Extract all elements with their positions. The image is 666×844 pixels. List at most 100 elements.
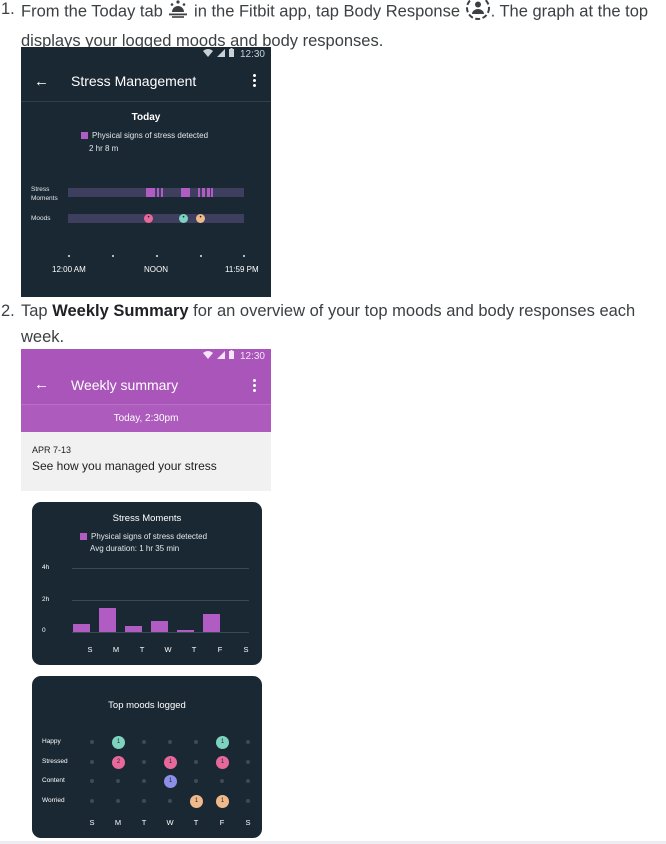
empty-dot xyxy=(142,740,146,744)
mood-count-bubble: 1 xyxy=(164,775,177,788)
empty-dot xyxy=(246,760,250,764)
step-text-part: in the Fitbit app, tap Body Response xyxy=(189,2,465,21)
legend-label: Physical signs of stress detected xyxy=(91,532,208,541)
status-time: 12:30 xyxy=(239,350,265,362)
mood-label-stressed: Stressed xyxy=(42,758,68,765)
empty-dot xyxy=(90,779,94,783)
empty-dot xyxy=(90,799,94,803)
y-tick-label: 2h xyxy=(42,596,50,603)
app-bar: ← Stress Management xyxy=(21,61,271,102)
back-arrow-icon[interactable]: ← xyxy=(34,73,49,90)
row-label-line: Moments xyxy=(31,195,58,202)
empty-dot xyxy=(142,779,146,783)
mood-count-bubble: 1 xyxy=(216,795,229,808)
more-options-icon[interactable] xyxy=(253,74,257,89)
mood-count-bubble: 2 xyxy=(112,756,125,769)
day-label: M xyxy=(114,818,122,827)
status-bar: 12:30 xyxy=(202,350,265,362)
legend-label: Physical signs of stress detected xyxy=(92,131,209,140)
stress-segment xyxy=(202,188,205,197)
stress-segment xyxy=(161,188,163,197)
mood-label-happy: Happy xyxy=(42,738,61,745)
x-tick-label: S xyxy=(243,645,249,654)
app-bar: 12:30 ← Weekly summary xyxy=(21,349,271,404)
x-tick-label: M xyxy=(112,645,120,654)
empty-dot xyxy=(142,760,146,764)
day-label: S xyxy=(89,818,95,827)
step-number: 2. xyxy=(1,302,15,320)
divider xyxy=(0,841,666,844)
signal-icon xyxy=(216,350,225,362)
day-label: S xyxy=(245,818,251,827)
row-label-line: Stress xyxy=(31,186,50,193)
more-options-icon[interactable] xyxy=(253,379,257,394)
step-text-part: . The graph at the top displays your log… xyxy=(21,2,649,50)
status-time: 12:30 xyxy=(239,48,265,60)
mood-label-worried: Worried xyxy=(42,797,65,804)
stress-duration: 2 hr 8 m xyxy=(89,144,119,153)
bar xyxy=(151,620,168,632)
avg-duration: Avg duration: 1 hr 35 min xyxy=(90,544,180,553)
page-title: Weekly summary xyxy=(71,377,179,393)
bar xyxy=(99,608,116,632)
y-tick-label: 0 xyxy=(42,627,46,634)
stress-management-screen: 12:30 ← Stress Management Today Physical… xyxy=(21,47,271,297)
legend-swatch xyxy=(80,533,87,541)
bar xyxy=(177,630,194,632)
empty-dot xyxy=(90,740,94,744)
step-text-part: From the Today tab xyxy=(21,2,168,21)
happy-mood-icon[interactable]: • xyxy=(179,214,188,223)
empty-dot xyxy=(194,740,198,744)
gridline xyxy=(72,600,249,601)
x-tick-label: T xyxy=(191,645,197,654)
weekly-summary-screen: 12:30 ← Weekly summary Today, 2:30pm APR… xyxy=(21,349,271,491)
empty-dot xyxy=(116,799,120,803)
tick-dot xyxy=(68,255,70,257)
stress-segment xyxy=(157,188,159,197)
step-number: 1. xyxy=(1,0,15,18)
gridline xyxy=(72,568,249,569)
top-moods-card: Top moods logged Happy 1 1 Stressed 2 1 1 Conte… xyxy=(32,676,262,838)
day-label: F xyxy=(219,818,225,827)
mood-label-content: Content xyxy=(42,777,65,784)
step-text: From the Today tab in the Fitbit app, ta… xyxy=(21,0,651,54)
bar xyxy=(73,624,90,632)
legend-swatch xyxy=(81,132,88,140)
battery-icon xyxy=(228,350,234,362)
day-label: W xyxy=(166,818,174,827)
mood-count-bubble: 1 xyxy=(216,756,229,769)
mood-count-bubble: 1 xyxy=(112,736,125,749)
tick-dot xyxy=(243,255,245,257)
date-range: APR 7-13 xyxy=(32,445,72,455)
summary-message: See how you managed your stress xyxy=(32,459,217,473)
stress-segment xyxy=(211,188,213,197)
stress-segment xyxy=(207,188,210,197)
section-title: Today xyxy=(131,112,161,123)
today-tab-icon xyxy=(167,0,189,26)
empty-dot xyxy=(168,740,172,744)
day-label: T xyxy=(141,818,147,827)
page-title: Stress Management xyxy=(71,73,197,89)
empty-dot xyxy=(194,779,198,783)
empty-dot xyxy=(246,740,250,744)
body-response-icon xyxy=(465,0,491,28)
empty-dot xyxy=(142,799,146,803)
stressed-mood-icon[interactable]: • xyxy=(144,214,153,223)
wifi-icon xyxy=(202,48,213,60)
time-label-start: 12:00 AM xyxy=(52,265,86,274)
gridline xyxy=(72,632,249,633)
empty-dot xyxy=(246,799,250,803)
empty-dot xyxy=(90,760,94,764)
legend: Physical signs of stress detected xyxy=(80,532,207,541)
worried-mood-icon[interactable]: • xyxy=(196,214,205,223)
status-bar: 12:30 xyxy=(202,48,265,60)
day-label: T xyxy=(193,818,199,827)
stress-segment xyxy=(198,188,200,197)
back-arrow-icon[interactable]: ← xyxy=(34,376,49,393)
legend: Physical signs of stress detected xyxy=(81,131,208,140)
stress-segment xyxy=(146,188,155,197)
card-title: Top moods logged xyxy=(108,700,186,711)
wifi-icon xyxy=(202,350,213,362)
stress-moments-card: Stress Moments Physical signs of stress … xyxy=(32,502,262,665)
x-tick-label: T xyxy=(139,645,145,654)
